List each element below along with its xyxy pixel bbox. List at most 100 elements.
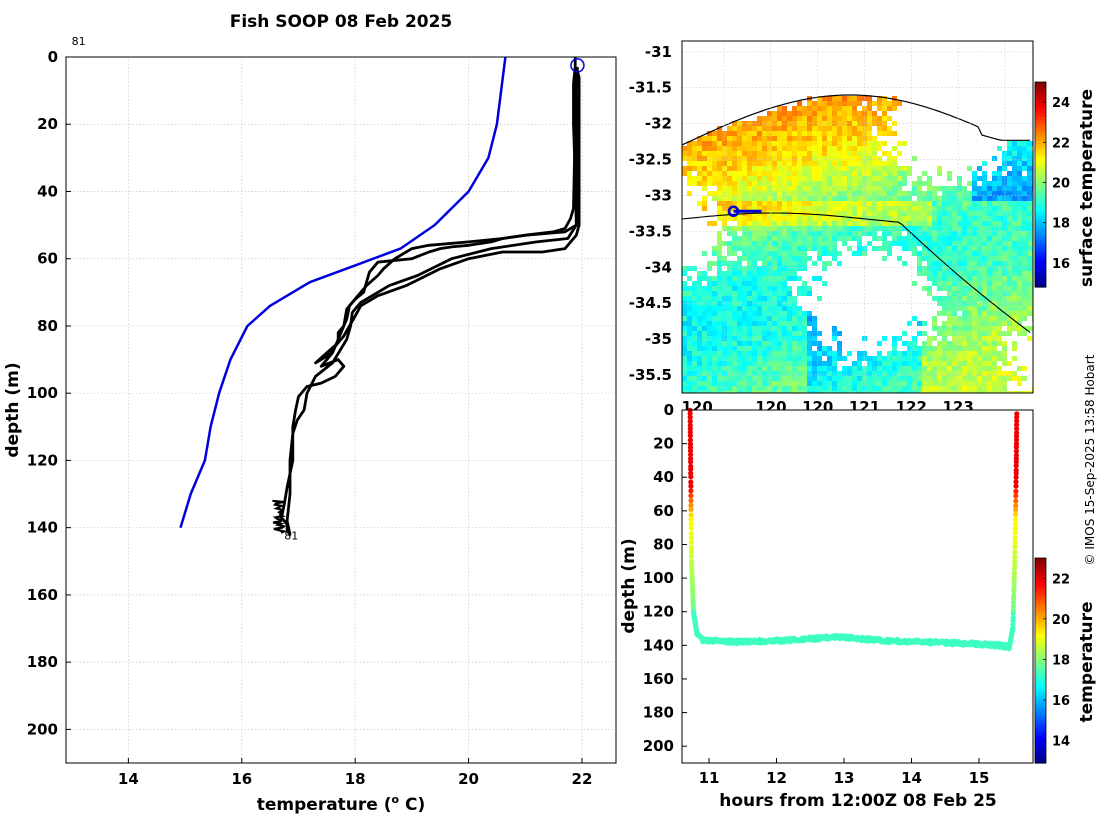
- map-cell: [972, 206, 977, 211]
- map-cell: [857, 146, 862, 151]
- map-cell: [837, 136, 842, 141]
- map-cell: [812, 336, 817, 341]
- colorbar-segment: [1035, 585, 1046, 590]
- map-cell: [722, 341, 727, 346]
- map-cell: [737, 276, 742, 281]
- map-cell: [897, 366, 902, 371]
- map-cell: [932, 241, 937, 246]
- map-cell: [752, 176, 757, 181]
- map-cell: [807, 186, 812, 191]
- map-cell: [752, 246, 757, 251]
- map-cell: [712, 136, 717, 141]
- map-cell: [927, 226, 932, 231]
- map-cell: [832, 216, 837, 221]
- map-cell: [772, 131, 777, 136]
- map-cell: [907, 221, 912, 226]
- map-cell: [722, 291, 727, 296]
- map-cell: [797, 256, 802, 261]
- map-cell: [892, 241, 897, 246]
- map-cell: [707, 296, 712, 301]
- map-cell: [727, 241, 732, 246]
- map-cell: [997, 171, 1002, 176]
- map-cell: [742, 201, 747, 206]
- map-cell: [1022, 251, 1027, 256]
- colorbar-segment: [1035, 105, 1046, 110]
- map-cell: [762, 141, 767, 146]
- map-cell: [937, 341, 942, 346]
- map-cell: [917, 186, 922, 191]
- colorbar-segment: [1035, 211, 1046, 216]
- map-cell: [682, 151, 687, 156]
- map-cell: [732, 246, 737, 251]
- map-cell: [937, 281, 942, 286]
- map-cell: [1007, 221, 1012, 226]
- map-cell: [957, 276, 962, 281]
- map-cell: [932, 251, 937, 256]
- map-cell: [737, 341, 742, 346]
- map-cell: [897, 201, 902, 206]
- colorbar-tick-label: 24: [1052, 96, 1070, 111]
- map-cell: [812, 176, 817, 181]
- map-cell: [952, 331, 957, 336]
- map-cell: [792, 366, 797, 371]
- map-cell: [787, 141, 792, 146]
- map-cell: [902, 371, 907, 376]
- map-cell: [787, 346, 792, 351]
- map-cell: [767, 336, 772, 341]
- map-cell: [797, 336, 802, 341]
- map-cell: [852, 221, 857, 226]
- map-cell: [802, 311, 807, 316]
- map-cell: [997, 381, 1002, 386]
- map-cell: [1002, 296, 1007, 301]
- map-cell: [782, 356, 787, 361]
- colorbar-segment: [1035, 739, 1046, 744]
- map-cell: [717, 251, 722, 256]
- map-cell: [747, 316, 752, 321]
- track-point: [1014, 422, 1020, 428]
- track-points: [687, 407, 1020, 652]
- map-cell: [702, 166, 707, 171]
- map-cell: [1002, 286, 1007, 291]
- map-cell: [917, 266, 922, 271]
- map-cell: [767, 196, 772, 201]
- map-cell: [757, 191, 762, 196]
- map-cell: [757, 256, 762, 261]
- map-cell: [792, 271, 797, 276]
- map-cell: [777, 121, 782, 126]
- map-cell: [927, 366, 932, 371]
- map-cell: [947, 216, 952, 221]
- map-cell: [777, 246, 782, 251]
- map-cell: [917, 391, 922, 393]
- map-cell: [767, 296, 772, 301]
- map-cell: [892, 176, 897, 181]
- map-cell: [877, 166, 882, 171]
- map-cell: [767, 346, 772, 351]
- colorbar-segment: [1035, 564, 1046, 569]
- map-cell: [777, 301, 782, 306]
- map-cell: [687, 191, 692, 196]
- map-cell: [977, 366, 982, 371]
- map-cell: [937, 276, 942, 281]
- map-cell: [777, 351, 782, 356]
- map-cell: [992, 356, 997, 361]
- track-point: [1010, 603, 1017, 609]
- map-cell: [982, 196, 987, 201]
- map-cell: [952, 241, 957, 246]
- map-cell: [737, 311, 742, 316]
- map-cell: [847, 371, 852, 376]
- map-cell: [852, 106, 857, 111]
- map-cell: [762, 361, 767, 366]
- map-cell: [762, 156, 767, 161]
- map-cell: [807, 116, 812, 121]
- map-cell: [797, 151, 802, 156]
- map-cell: [717, 151, 722, 156]
- map-cell: [747, 366, 752, 371]
- colorbar-segment: [1035, 191, 1046, 196]
- map-cell: [807, 386, 812, 391]
- map-cell: [722, 221, 727, 226]
- map-cell: [967, 166, 972, 171]
- profile-y-tick-label: 60: [37, 250, 58, 268]
- map-cell: [747, 386, 752, 391]
- map-cell: [832, 371, 837, 376]
- map-cell: [787, 136, 792, 141]
